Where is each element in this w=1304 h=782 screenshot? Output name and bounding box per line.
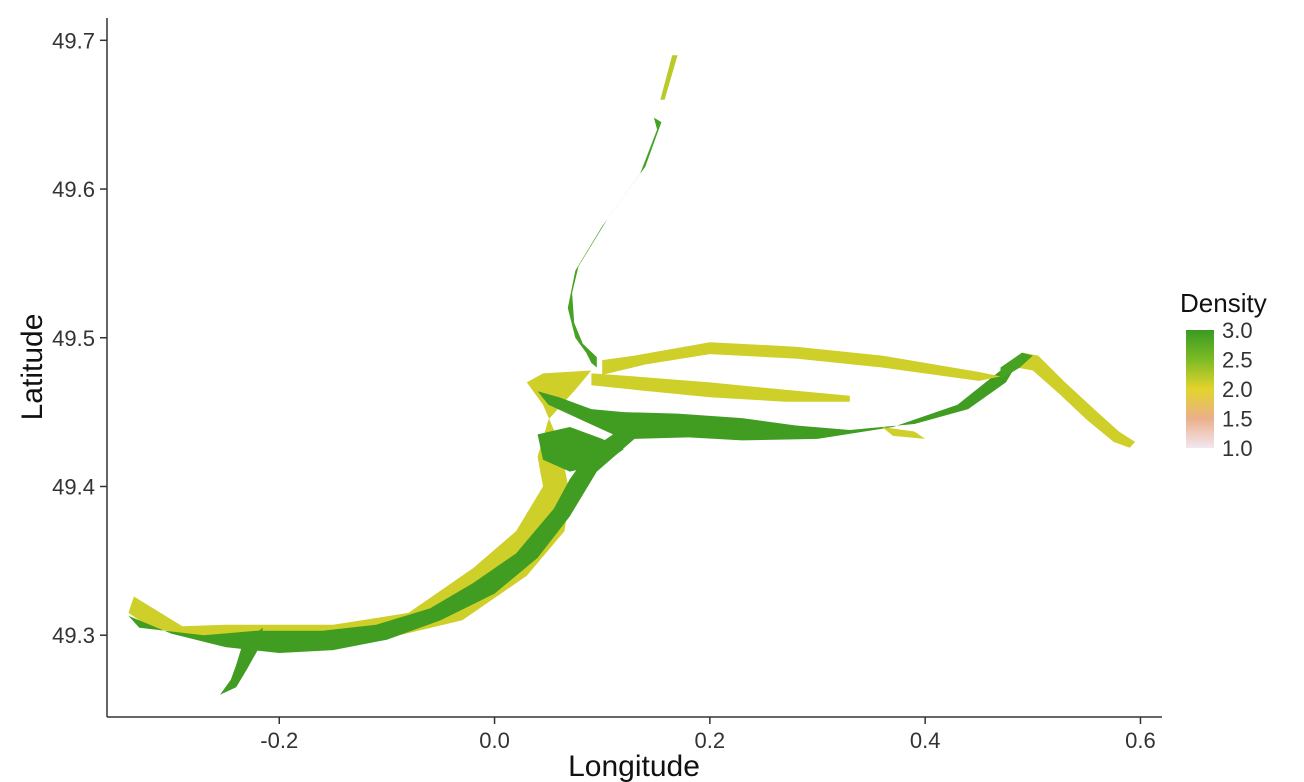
x-tick-label: 0.4 [910, 728, 941, 753]
y-tick-label: 49.5 [52, 326, 95, 351]
x-tick-label: 0.6 [1125, 728, 1156, 753]
density-region-1 [128, 370, 592, 648]
density-region-7 [602, 342, 1001, 381]
density-region-9 [1016, 352, 1136, 448]
density-region-5 [567, 117, 662, 368]
density-region-8 [591, 373, 850, 402]
y-axis-title: Latitude [16, 314, 49, 421]
x-tick-label: -0.2 [260, 728, 298, 753]
density-regions [128, 55, 1136, 695]
legend-label: 3.0 [1222, 318, 1253, 343]
density-region-10 [1000, 352, 1033, 380]
y-tick-label: 49.3 [52, 623, 95, 648]
x-tick-label: 0.0 [479, 728, 510, 753]
legend-label: 2.0 [1222, 377, 1253, 402]
x-tick-label: 0.2 [695, 728, 726, 753]
density-region-3 [537, 427, 624, 472]
y-tick-label: 49.7 [52, 28, 95, 53]
x-axis-ticks: -0.2 0.0 0.2 0.4 0.6 [260, 717, 1156, 753]
legend: Density 3.0 2.5 2.0 1.5 1.0 [1180, 288, 1267, 461]
legend-label: 1.5 [1222, 407, 1253, 432]
legend-label: 2.5 [1222, 348, 1253, 373]
legend-title: Density [1180, 288, 1267, 318]
y-tick-label: 49.4 [52, 474, 95, 499]
y-tick-label: 49.6 [52, 177, 95, 202]
density-region-2 [128, 364, 1017, 653]
density-region-11 [882, 427, 926, 439]
x-axis-title: Longitude [568, 750, 700, 782]
density-region-4 [220, 627, 264, 695]
density-region-6 [660, 55, 678, 100]
legend-labels: 3.0 2.5 2.0 1.5 1.0 [1222, 318, 1253, 461]
y-axis-ticks: 49.3 49.4 49.5 49.6 49.7 [52, 28, 107, 648]
legend-colorbar [1186, 330, 1214, 448]
legend-label: 1.0 [1222, 436, 1253, 461]
